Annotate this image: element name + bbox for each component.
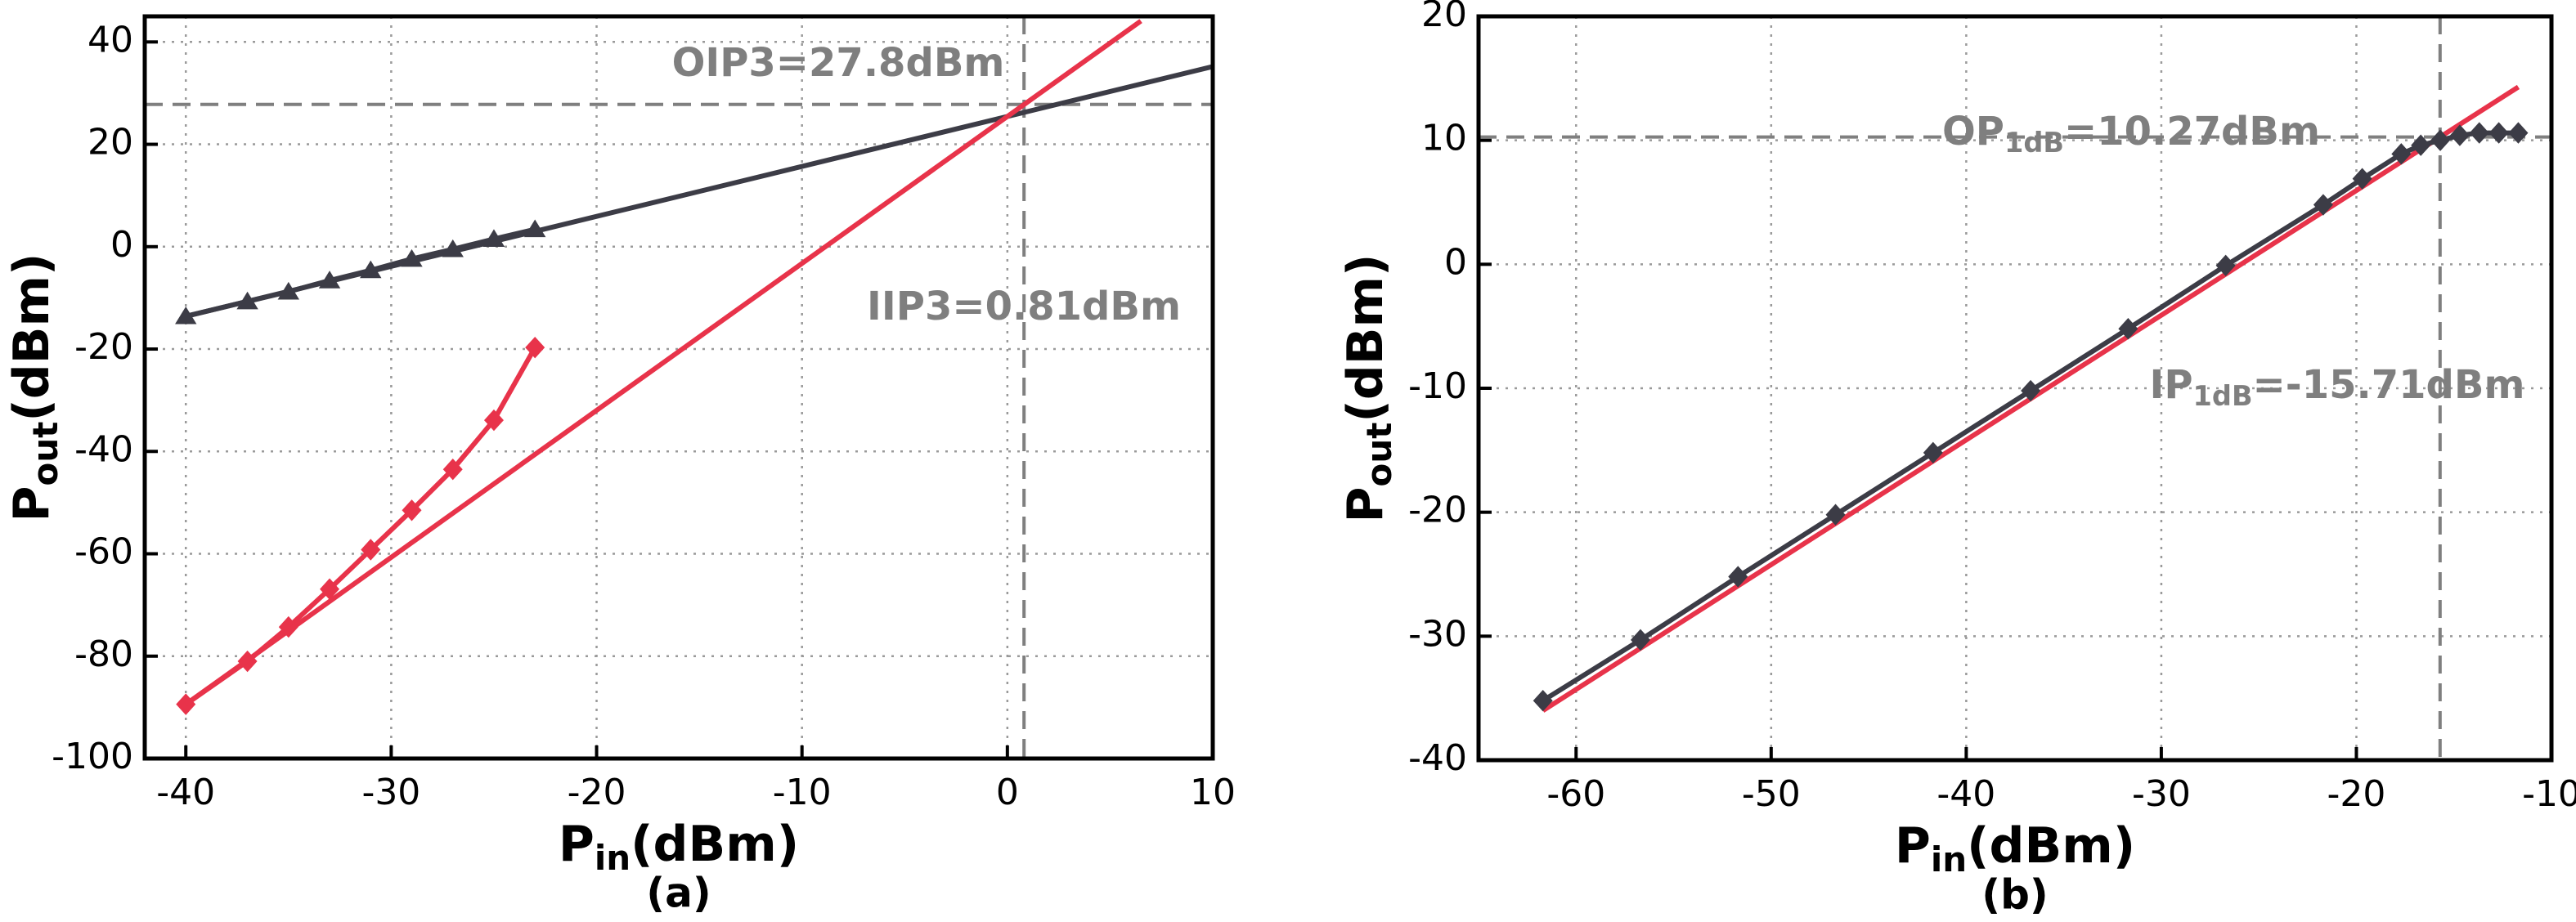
plot-frame: [1476, 14, 2554, 763]
x-tick-label: -60: [1546, 773, 1605, 815]
annotation-part: IIP3=0.81dBm: [867, 284, 1181, 329]
marker: [1533, 690, 1553, 712]
y-axis-title-part: P: [1337, 486, 1394, 522]
annotation: IP1dB=-15.71dBm: [2150, 362, 2525, 412]
y-tick-label: -40: [1408, 737, 1467, 779]
annotation-part: =10.27dBm: [2064, 109, 2320, 154]
marker: [2449, 124, 2470, 146]
x-tick-label: 10: [1190, 772, 1236, 813]
y-tick-label: 0: [110, 224, 133, 266]
marker: [1630, 629, 1650, 651]
x-axis-title-part: P: [559, 816, 595, 873]
annotation: OIP3=27.8dBm: [672, 40, 1005, 86]
y-tick-label: -20: [1408, 490, 1467, 531]
annotation-part: OIP3=27.8dBm: [672, 40, 1005, 86]
annotation-part: =-15.71dBm: [2253, 362, 2525, 408]
marker: [1825, 504, 1846, 526]
caption: (b): [1981, 871, 2049, 919]
marker: [320, 578, 340, 600]
y-axis-title: Pout(dBm): [3, 253, 65, 522]
x-tick-label: -20: [2327, 773, 2386, 815]
series-line: [184, 19, 1142, 707]
y-axis-title-part: out: [1359, 423, 1399, 487]
y-axis-title-part: (dBm): [1337, 254, 1394, 423]
annotation: OP1dB=10.27dBm: [1942, 109, 2320, 159]
annotation-part: OP: [1942, 109, 2004, 154]
x-axis-title-part: P: [1895, 817, 1931, 875]
x-tick-label: -30: [2132, 773, 2191, 815]
x-axis-title-part: (dBm): [1967, 817, 2135, 875]
series-line: [185, 64, 1213, 319]
series-line: [184, 346, 537, 707]
marker: [2352, 168, 2372, 190]
marker: [361, 539, 381, 561]
y-axis-title-part: P: [3, 486, 61, 521]
x-tick-label: -40: [156, 772, 215, 813]
x-axis-title: Pin(dBm): [559, 816, 799, 878]
marker: [2391, 143, 2412, 165]
marker: [2411, 134, 2431, 156]
x-axis-title-part: (dBm): [631, 816, 799, 873]
x-tick-label: 0: [996, 772, 1019, 813]
y-tick-label: 20: [1421, 0, 1467, 35]
y-axis-title: Pout(dBm): [1337, 254, 1399, 523]
marker: [2469, 122, 2489, 144]
marker: [2118, 318, 2138, 340]
x-axis-title-part: in: [595, 838, 631, 878]
marker: [402, 499, 422, 521]
y-tick-label: 20: [88, 122, 133, 163]
y-tick-label: -60: [74, 531, 133, 573]
x-axis-title-part: in: [1931, 839, 1967, 879]
x-tick-label: -40: [1936, 773, 1995, 815]
y-tick-label: -80: [74, 633, 133, 675]
x-tick-label: -20: [568, 772, 626, 813]
y-tick-label: 0: [1444, 241, 1467, 283]
x-tick-label: -10: [2522, 773, 2576, 815]
marker: [1728, 566, 1748, 588]
caption: (a): [646, 870, 711, 917]
y-tick-label: -40: [74, 428, 133, 470]
marker: [442, 458, 463, 481]
annotation-part: IP: [2150, 362, 2193, 408]
x-tick-label: -50: [1742, 773, 1801, 815]
plot-area: [1533, 84, 2529, 713]
marker: [2488, 122, 2509, 144]
y-tick-label: -20: [74, 326, 133, 368]
y-tick-label: -10: [1408, 365, 1467, 407]
marker: [483, 409, 504, 432]
annotation: IIP3=0.81dBm: [867, 284, 1181, 329]
annotation-part: 1dB: [2193, 380, 2253, 412]
y-tick-label: 10: [1421, 118, 1467, 159]
plot-area: [175, 19, 1213, 715]
x-tick-label: -30: [361, 772, 420, 813]
marker: [1923, 441, 1943, 464]
x-tick-label: -10: [773, 772, 832, 813]
y-tick-label: -30: [1408, 613, 1467, 655]
y-tick-label: 40: [88, 19, 133, 60]
plot-frame: [142, 14, 1215, 761]
annotation-part: 1dB: [2004, 127, 2064, 159]
marker: [2430, 129, 2451, 151]
y-axis-title-part: out: [25, 422, 65, 486]
x-axis-title: Pin(dBm): [1895, 817, 2135, 879]
marker: [2215, 254, 2236, 277]
y-axis-title-part: (dBm): [3, 253, 61, 422]
marker: [525, 336, 545, 359]
marker: [2508, 122, 2529, 144]
y-tick-label: -100: [52, 736, 133, 777]
marker: [2021, 379, 2041, 402]
marker: [2313, 194, 2333, 216]
